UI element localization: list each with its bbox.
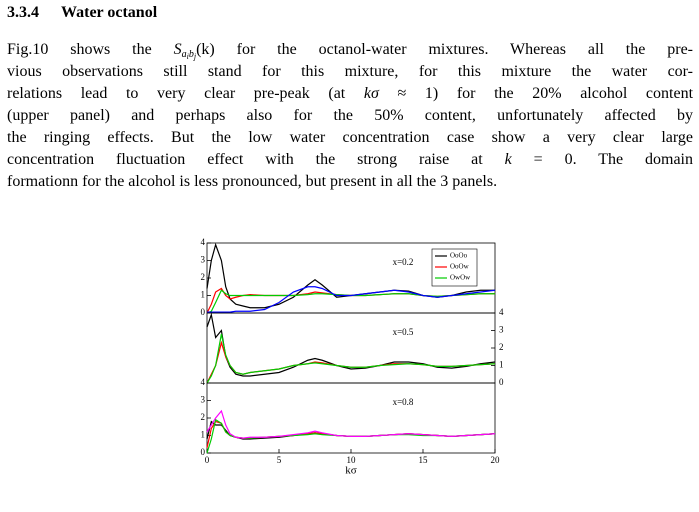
legend-label: OwOw [450,274,471,282]
y-tick-label: 1 [201,290,206,300]
x-tick-label: 20 [491,455,501,465]
x-tick-label: 10 [347,455,357,465]
text-line: vious observations still stand for this … [7,61,693,83]
math: kσ [363,85,379,102]
text-line: the ringing effects. But the low water c… [7,127,693,149]
panel-annotation: x=0.2 [393,257,414,267]
text-line: Fig.10 shows the Saibj(k) for the octano… [7,39,693,61]
legend-label: OoOo [450,252,468,260]
text: concentration fluctuation effect with th… [7,151,505,168]
text: vious observations still stand for this … [7,63,693,80]
text: for the octanol-water mixtures. Whereas … [214,41,693,58]
section-number: 3.3.4 [7,4,39,21]
y-tick-label: 4 [201,377,206,387]
data-line [206,340,496,384]
text-line: relations lead to very clear pre-peak (a… [7,83,693,105]
x-axis-label: kσ [345,465,357,477]
y-tick-label: 0 [499,377,504,387]
y-tick-label: 4 [499,307,504,317]
x-tick-label: 5 [277,455,282,465]
data-line [206,287,495,314]
text: the ringing effects. But the low water c… [7,129,693,146]
x-tick-label: 0 [205,455,210,465]
math: k [504,151,512,168]
y-tick-label: 3 [201,395,206,405]
text: ≈ 1) for the 20% alcohol content [378,85,694,102]
text: relations lead to very clear pre-peak (a… [7,85,364,102]
x-tick-label: 15 [419,455,429,465]
text: (upper panel) and perhaps also for the 5… [7,107,693,124]
text: = 0. The domain [511,151,693,168]
data-line [206,333,496,384]
math: (k) [196,41,215,58]
data-line [207,286,496,313]
y-tick-label: 4 [201,237,206,247]
data-line [206,289,495,314]
y-tick-label: 1 [499,360,504,370]
y-tick-label: 2 [201,412,206,422]
section-title: Water octanol [61,4,158,21]
math: S [173,41,182,58]
text: Fig.10 shows the [7,41,174,58]
y-tick-label: 1 [201,430,206,440]
panel-annotation: x=0.5 [393,327,414,337]
y-tick-label: 2 [499,342,504,352]
text-line: formationn for the alcohol is less prono… [7,171,693,193]
text: formationn for the alcohol is less prono… [7,173,498,190]
legend-label: OoOw [450,263,470,271]
math: b [188,49,194,60]
legend-box [431,248,478,287]
section-heading: 3.3.4 Water octanol [7,4,157,22]
panel-annotation: x=0.8 [393,397,414,407]
panel-frame [206,382,496,454]
y-tick-label: 0 [201,447,206,457]
math: j [193,52,197,61]
paragraph: Fig.10 shows the Saibj(k) for the octano… [7,39,693,193]
data-line [206,409,496,439]
y-tick-label: 3 [201,255,206,265]
data-line [206,420,496,448]
y-tick-label: 0 [201,307,206,317]
text-line: concentration fluctuation effect with th… [7,149,693,171]
math: a [181,49,187,60]
y-tick-label: 3 [499,325,504,335]
text-line: (upper panel) and perhaps also for the 5… [7,105,693,127]
math: i [186,52,189,61]
y-tick-label: 2 [201,272,206,282]
